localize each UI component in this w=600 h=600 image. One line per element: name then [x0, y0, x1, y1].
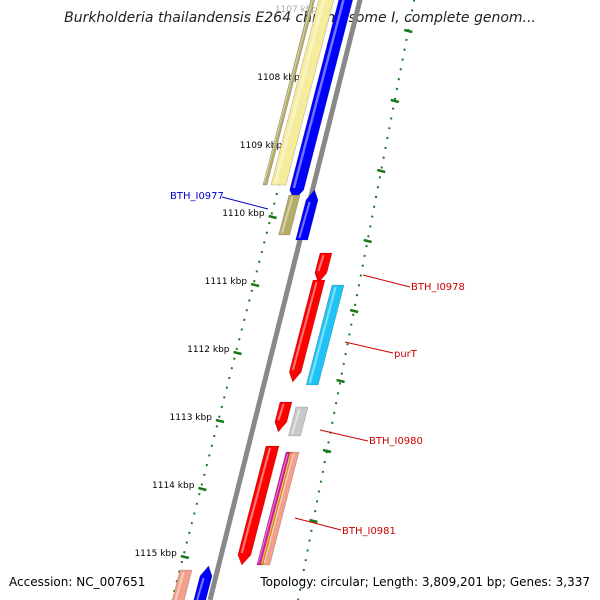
feature-bottom-blue-highlight	[196, 577, 205, 600]
map-title: Burkholderia thailandensis E264 chromoso…	[64, 10, 536, 26]
feature-pale-yellow-long[interactable]	[270, 0, 335, 186]
feature-purt-red-highlight	[291, 281, 318, 371]
feature-bth-i0978-highlight	[317, 254, 325, 272]
feature-bth-i0981-orange[interactable]	[260, 451, 293, 566]
feature-bottom-salmon-highlight	[174, 571, 185, 600]
gene-label-bth-i0977[interactable]: BTH_I0977	[170, 191, 224, 202]
leader-line-bth-i0980	[319, 429, 369, 442]
chromosome-backbone	[207, 0, 363, 600]
feature-bth-i0977-khaki[interactable]	[278, 194, 301, 236]
leader-line-bth-i0978	[362, 274, 411, 288]
gene-label-bth-i0978[interactable]: BTH_I0978	[411, 282, 465, 293]
feature-bth-i0977-khaki-highlight	[281, 196, 294, 234]
feature-khaki-edge[interactable]	[262, 0, 316, 186]
gene-label-bth-i0980[interactable]: BTH_I0980	[369, 436, 423, 447]
leader-line-bth-i0977	[221, 196, 269, 210]
outer-tick-mark	[376, 168, 386, 174]
feature-bth-i0981-magenta-highlight	[257, 453, 288, 564]
feature-purt-cyan-highlight	[308, 286, 337, 384]
topology-summary: Topology: circular; Length: 3,809,201 bp…	[260, 575, 590, 589]
tick-label: 1113 kbp	[170, 413, 213, 423]
tick-label: 1114 kbp	[152, 481, 195, 491]
feature-bth-i0980-red-highlight	[277, 403, 285, 421]
outer-tick-mark	[309, 518, 318, 524]
gene-label-bth-i0981[interactable]: BTH_I0981	[342, 526, 396, 537]
tick-label: 1107 kbp	[275, 5, 318, 15]
tick-mark	[215, 418, 225, 424]
feature-bth-i0980-red[interactable]	[274, 401, 293, 433]
outer-tick-mark	[322, 448, 332, 454]
feature-bth-i0980-gray-highlight	[291, 408, 301, 435]
tick-label: 1111 kbp	[205, 277, 248, 287]
feature-purt-cyan[interactable]	[305, 284, 345, 386]
feature-bth-i0977-blue-highlight	[298, 201, 311, 239]
tick-mark	[233, 350, 242, 356]
gene-label-purt[interactable]: purT	[394, 349, 418, 360]
tick-label: 1115 kbp	[134, 549, 177, 559]
feature-bottom-salmon[interactable]	[170, 569, 193, 600]
feature-bottom-blue[interactable]	[191, 565, 213, 600]
tick-mark	[198, 486, 207, 492]
feature-bth-i0981-salmon-highlight	[263, 453, 295, 564]
leader-line-purt	[344, 341, 394, 354]
tick-mark	[250, 282, 260, 288]
feature-bth-i0980-gray[interactable]	[288, 406, 309, 437]
feature-bth-i0981-orange-highlight	[260, 453, 292, 564]
outer-tick-mark	[349, 308, 359, 314]
feature-blue-long-highlight	[292, 0, 345, 189]
outer-tick-mark	[390, 98, 400, 104]
tick-label: 1108 kbp	[257, 73, 300, 83]
feature-bth-i0977-blue[interactable]	[295, 189, 319, 241]
accession-text: Accession: NC_007651	[9, 575, 146, 589]
tick-group: 1107 kbp 1108 kbp 1109 kbp 1110 kbp 1111 kbp…	[134, 5, 413, 560]
outer-tick-mark	[336, 378, 345, 384]
tick-mark	[268, 214, 277, 220]
feature-group	[170, 0, 354, 600]
tick-label: 1109 kbp	[240, 141, 283, 151]
outer-tick-mark	[363, 238, 372, 244]
feature-khaki-edge-highlight	[263, 0, 313, 184]
feature-pale-yellow-long-highlight	[274, 0, 326, 184]
outer-tick-mark	[404, 28, 413, 34]
feature-bth-i0978[interactable]	[314, 252, 333, 284]
tick-label: 1110 kbp	[222, 209, 265, 219]
gene-label-group: BTH_I0977 BTH_I0978 purT BTH_I0980 BTH_I…	[170, 191, 465, 537]
feature-bth-i0981-red[interactable]	[237, 445, 280, 566]
inner-dotted-track	[171, 0, 328, 600]
tick-label: 1112 kbp	[187, 345, 230, 355]
feature-bth-i0981-red-highlight	[240, 447, 272, 554]
tick-mark	[180, 554, 190, 560]
leader-line-bth-i0981	[294, 517, 342, 531]
feature-purt-red[interactable]	[288, 279, 326, 383]
